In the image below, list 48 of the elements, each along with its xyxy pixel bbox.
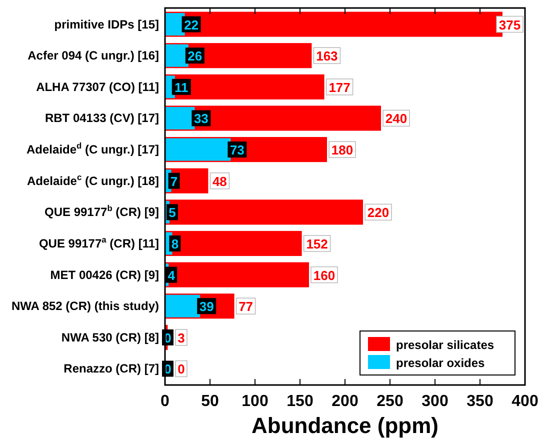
data-label: 163 [316, 48, 338, 64]
y-tick-label: Acfer 094 (C ungr.) [16] [28, 48, 159, 63]
y-tick-label: Adelaide$^{d}$ (C ungr.) [17] [26, 140, 159, 157]
data-label: 26 [188, 48, 202, 64]
data-label: 11 [174, 80, 188, 95]
y-tick-label: Renazzo (CR) [7] [64, 362, 159, 376]
legend-label: presolar oxides [396, 356, 486, 370]
data-label: 22 [184, 17, 199, 32]
x-tick-label: 250 [376, 393, 404, 410]
data-label: 77 [238, 299, 254, 314]
data-label: 3 [178, 330, 185, 346]
y-tick-label: NWA 852 (CR) (this study) [11, 299, 160, 314]
data-label: 33 [194, 111, 208, 126]
data-label: 152 [306, 236, 328, 252]
bar [165, 200, 363, 225]
x-axis-title: Abundance (ppm) [252, 413, 438, 438]
data-label: 180 [331, 142, 354, 158]
data-label: 5 [168, 205, 176, 220]
x-tick-label: 0 [160, 393, 170, 410]
data-label: 160 [313, 268, 336, 283]
data-label: 48 [212, 174, 227, 189]
data-label: 73 [230, 142, 244, 158]
x-tick-label: 100 [242, 393, 268, 410]
y-tick-label: QUE 99177$^{b}$ (CR) [9] [44, 203, 159, 220]
y-tick-label: RBT 04133 (CV) [17] [44, 111, 159, 126]
data-label: 8 [171, 236, 179, 252]
y-tick-label: ALHA 77307 (CO) [11] [36, 80, 159, 94]
data-label: 0 [178, 362, 185, 377]
x-tick-label: 400 [512, 393, 538, 410]
data-label: 177 [328, 80, 350, 95]
x-tick-label: 300 [422, 393, 448, 410]
x-tick-label: 200 [332, 393, 358, 410]
y-tick-label: primitive IDPs [15] [54, 17, 159, 32]
data-label: 7 [170, 174, 178, 189]
y-tick-label: NWA 530 (CR) [8] [61, 330, 159, 344]
data-label: 39 [199, 299, 214, 314]
data-label: 220 [367, 205, 390, 220]
y-tick-label: MET 00426 (CR) [9] [50, 268, 159, 282]
x-tick-label: 350 [466, 393, 494, 410]
x-tick-label: 150 [286, 393, 314, 410]
data-label: 4 [168, 268, 176, 283]
bar [165, 262, 309, 288]
y-tick-label: Adelaide$^{c}$ (C ungr.) [18] [26, 172, 159, 188]
x-tick-label: 50 [201, 393, 219, 410]
data-label: 240 [385, 111, 408, 126]
legend-label: presolar silicates [396, 338, 494, 352]
y-tick-label: QUE 99177$^{a}$ (CR) [11] [38, 234, 159, 250]
data-label: 375 [498, 17, 521, 32]
